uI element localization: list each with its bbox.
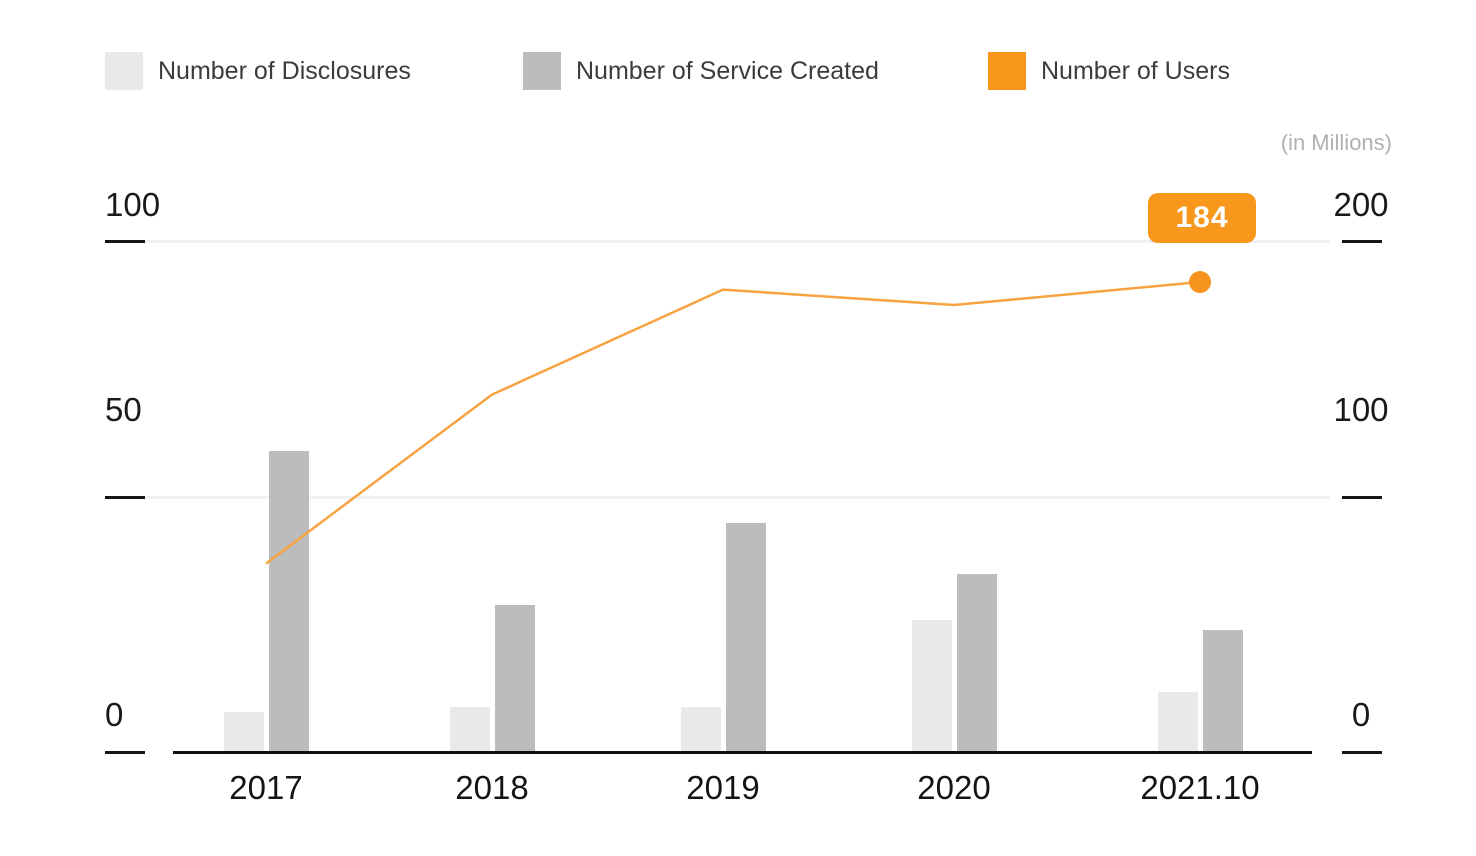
right-axis-label-0: 0	[1351, 696, 1371, 733]
x-axis-line	[173, 751, 1312, 754]
left-axis-label-50: 50	[105, 391, 142, 428]
bar-disclosures-2020	[911, 620, 952, 753]
bar-services-2019	[725, 523, 766, 753]
disclosures-swatch	[105, 52, 143, 90]
left-tick-50	[105, 496, 145, 499]
legend-item-users: Number of Users	[988, 52, 1230, 90]
x-label-2018: 2018	[455, 769, 529, 806]
right-axis-label-100: 100	[1333, 391, 1389, 428]
x-label-2020: 2020	[917, 769, 991, 806]
bar-disclosures-2017	[223, 712, 264, 753]
right-tick-200	[1342, 240, 1382, 243]
bar-services-2017	[268, 451, 309, 753]
users-swatch	[988, 52, 1026, 90]
left-axis-label-0: 0	[105, 696, 124, 733]
x-label-2017: 2017	[229, 769, 303, 806]
x-label-2021-10: 2021.10	[1140, 769, 1260, 806]
right-tick-0	[1342, 751, 1382, 754]
bar-services-2021.10	[1202, 630, 1243, 753]
legend-label-disclosures: Number of Disclosures	[158, 56, 411, 85]
legend-item-services: Number of Service Created	[523, 52, 879, 90]
gridline-top	[145, 240, 1330, 243]
gridline-mid	[145, 496, 1330, 499]
legend-label-users: Number of Users	[1041, 56, 1230, 85]
bar-disclosures-2021.10	[1157, 692, 1198, 753]
left-axis-label-100: 100	[105, 186, 161, 223]
users-line-endpoint-dot	[1189, 271, 1211, 293]
unit-note: (in Millions)	[1280, 130, 1392, 155]
bar-disclosures-2018	[449, 707, 490, 753]
right-axis-label-200: 200	[1333, 186, 1389, 223]
users-line	[265, 280, 1201, 565]
legend-label-services: Number of Service Created	[576, 56, 879, 85]
users-value-badge: 184	[1148, 193, 1256, 243]
bar-services-2020	[956, 574, 997, 753]
services-swatch	[523, 52, 561, 90]
legend-item-disclosures: Number of Disclosures	[105, 52, 411, 90]
bar-services-2018	[494, 605, 535, 753]
bar-disclosures-2019	[680, 707, 721, 753]
left-tick-100	[105, 240, 145, 243]
right-tick-100	[1342, 496, 1382, 499]
left-tick-0	[105, 751, 145, 754]
x-label-2019: 2019	[686, 769, 760, 806]
